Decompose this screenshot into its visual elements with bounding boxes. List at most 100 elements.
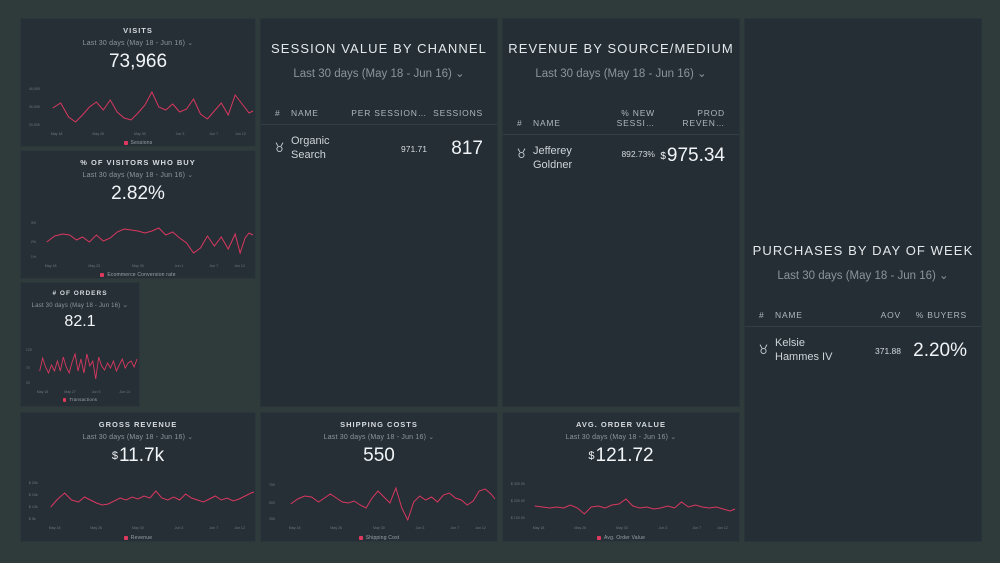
- svg-text:$ 100.00: $ 100.00: [511, 516, 525, 520]
- column-header-rank: #: [759, 310, 765, 320]
- row-metric1: 371.88: [875, 345, 901, 356]
- svg-text:3%: 3%: [31, 221, 37, 225]
- medal-icon: [517, 145, 533, 161]
- sparkline-chart: 750 500 250 May 18 May 26 May 30 Jun 3 J…: [261, 475, 497, 533]
- table-header: # NAME % NEW SESSI… PROD REVEN…: [503, 108, 739, 135]
- column-header-metric1: AOV: [880, 310, 901, 320]
- svg-text:500: 500: [269, 501, 275, 505]
- panel-purchases-by-day: PURCHASES BY DAY OF WEEK Last 30 days (M…: [744, 18, 982, 542]
- chevron-down-icon: ⌄: [697, 68, 707, 80]
- svg-text:May 18: May 18: [45, 264, 57, 268]
- svg-text:May 26: May 26: [90, 526, 102, 530]
- svg-text:120: 120: [26, 348, 32, 352]
- legend-swatch-icon: [596, 535, 601, 540]
- svg-text:May 18: May 18: [533, 526, 545, 530]
- svg-text:May 30: May 30: [132, 526, 144, 530]
- panel-gross-revenue: GROSS REVENUE Last 30 days (May 18 - Jun…: [20, 412, 256, 542]
- panel-title: REVENUE BY SOURCE/MEDIUM: [508, 41, 734, 56]
- chevron-down-icon: ⌄: [455, 68, 465, 80]
- date-range-selector[interactable]: Last 30 days (May 18 - Jun 16) ⌄: [21, 433, 255, 441]
- sparkline-chart: 3% 2% 1% May 18 May 23 May 30 Jun 1 Jun …: [21, 213, 255, 271]
- row-metric2: $975.34: [660, 145, 725, 166]
- chart-legend: Sessions: [21, 140, 255, 146]
- chart-legend: Transactions: [21, 397, 139, 402]
- svg-text:Jun 12: Jun 12: [475, 526, 486, 530]
- svg-text:May 30: May 30: [373, 526, 385, 530]
- panel-title: SESSION VALUE BY CHANNEL: [271, 41, 487, 56]
- date-range-selector[interactable]: Last 30 days (May 18 - Jun 16) ⌄: [21, 171, 255, 179]
- sparkline-chart: 120 70 20 May 18 May 27 Jun 5 Jun 14: [21, 341, 139, 397]
- svg-text:Jun 5: Jun 5: [92, 390, 101, 394]
- date-range-selector[interactable]: Last 30 days (May 18 - Jun 16) ⌄: [261, 66, 497, 80]
- legend-swatch-icon: [62, 398, 67, 402]
- svg-text:May 30: May 30: [616, 526, 628, 530]
- medal-icon: [759, 344, 775, 357]
- big-metric-value: $121.72: [588, 445, 654, 466]
- panel-revenue-by-source: REVENUE BY SOURCE/MEDIUM Last 30 days (M…: [502, 18, 740, 407]
- row-name: Organic Search: [291, 135, 330, 161]
- row-name: Jefferey Goldner: [533, 145, 573, 171]
- date-range-selector[interactable]: Last 30 days (May 18 - Jun 16) ⌄: [261, 433, 497, 441]
- chevron-down-icon: ⌄: [670, 434, 677, 441]
- row-metric2: 2.20%: [913, 339, 967, 361]
- column-header-metric2: % BUYERS: [915, 310, 967, 320]
- panel-order-count: # OF ORDERS Last 30 days (May 18 - Jun 1…: [20, 282, 140, 407]
- svg-text:40,000: 40,000: [29, 87, 40, 91]
- row-metric1: 971.71: [401, 143, 427, 154]
- column-header-metric1: PER SESSION…: [351, 108, 427, 118]
- svg-text:Jun 1: Jun 1: [175, 264, 184, 268]
- chevron-down-icon: ⌄: [187, 40, 194, 47]
- svg-text:May 18: May 18: [49, 526, 61, 530]
- panel-title: PURCHASES BY DAY OF WEEK: [752, 243, 974, 258]
- column-header-name: NAME: [775, 310, 803, 320]
- svg-text:Jun 12: Jun 12: [234, 264, 245, 268]
- date-range-label: Last 30 days (May 18 - Jun 16): [31, 303, 121, 309]
- svg-text:Jun 7: Jun 7: [450, 526, 459, 530]
- panel-shipping-costs: SHIPPING COSTS Last 30 days (May 18 - Ju…: [260, 412, 498, 542]
- panel-avg-order-value: AVG. ORDER VALUE Last 30 days (May 18 - …: [502, 412, 740, 542]
- svg-text:Jun 7: Jun 7: [209, 264, 218, 268]
- svg-text:$ 200.00: $ 200.00: [511, 499, 525, 503]
- date-range-selector[interactable]: Last 30 days (May 18 - Jun 16) ⌄: [503, 66, 739, 80]
- table-row[interactable]: Jefferey Goldner 892.73% $975.34: [503, 135, 739, 173]
- date-range-label: Last 30 days (May 18 - Jun 16): [777, 270, 936, 282]
- svg-text:30,000: 30,000: [29, 105, 40, 109]
- svg-text:1%: 1%: [31, 255, 37, 259]
- date-range-selector[interactable]: Last 30 days (May 18 - Jun 16) ⌄: [21, 39, 255, 47]
- svg-text:May 23: May 23: [88, 264, 100, 268]
- column-header-metric2: SESSIONS: [433, 108, 483, 118]
- date-range-selector[interactable]: Last 30 days (May 18 - Jun 16) ⌄: [745, 268, 981, 282]
- chevron-down-icon: ⌄: [187, 434, 194, 441]
- panel-title: # OF ORDERS: [52, 290, 108, 297]
- panel-title: SHIPPING COSTS: [340, 420, 418, 429]
- table-row[interactable]: Kelsie Hammes IV 371.88 2.20%: [745, 327, 981, 365]
- date-range-label: Last 30 days (May 18 - Jun 16): [293, 68, 452, 80]
- column-header-rank: #: [517, 118, 523, 128]
- svg-text:70: 70: [26, 366, 30, 370]
- panel-visits: VISITS Last 30 days (May 18 - Jun 16) ⌄ …: [20, 18, 256, 147]
- svg-text:Jun 7: Jun 7: [692, 526, 701, 530]
- svg-text:750: 750: [269, 483, 275, 487]
- table-header: # NAME AOV % BUYERS: [745, 310, 981, 327]
- date-range-label: Last 30 days (May 18 - Jun 16): [565, 434, 669, 441]
- chevron-down-icon: ⌄: [122, 302, 129, 309]
- svg-text:20,000: 20,000: [29, 123, 40, 127]
- row-name: Kelsie Hammes IV: [775, 337, 833, 363]
- row-metric2: 817: [451, 137, 483, 159]
- svg-text:Jun 12: Jun 12: [717, 526, 728, 530]
- medal-icon: [275, 142, 291, 155]
- chevron-down-icon: ⌄: [187, 172, 194, 179]
- column-header-rank: #: [275, 108, 281, 118]
- svg-text:May 27: May 27: [64, 390, 76, 394]
- column-header-name: NAME: [291, 108, 319, 118]
- svg-text:Jun 12: Jun 12: [234, 526, 245, 530]
- table-row[interactable]: Organic Search 971.71 817: [261, 125, 497, 163]
- legend-swatch-icon: [123, 140, 128, 145]
- panel-title: % OF VISITORS WHO BUY: [80, 158, 196, 167]
- date-range-selector[interactable]: Last 30 days (May 18 - Jun 16) ⌄: [21, 301, 139, 309]
- svg-text:$ 5k: $ 5k: [29, 517, 36, 521]
- svg-text:Jun 3: Jun 3: [175, 526, 184, 530]
- svg-text:$ 300.00: $ 300.00: [511, 482, 525, 486]
- date-range-selector[interactable]: Last 30 days (May 18 - Jun 16) ⌄: [503, 433, 739, 441]
